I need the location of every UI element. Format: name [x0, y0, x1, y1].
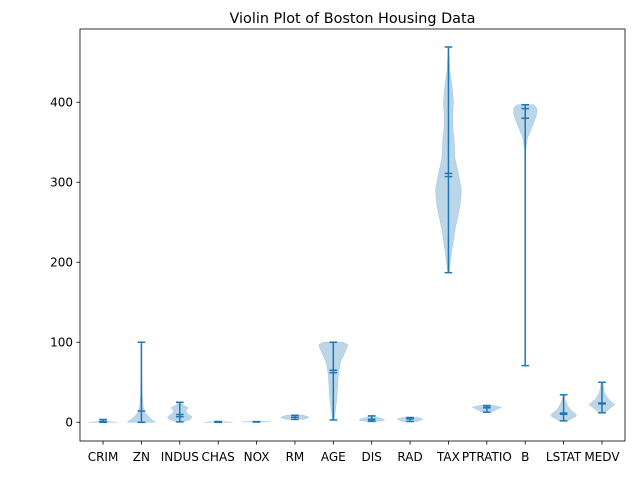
violin-bodies [88, 46, 616, 423]
x-tick-label-age: AGE [321, 450, 346, 464]
x-tick-label-zn: ZN [133, 450, 150, 464]
x-axis-ticks: CRIM ZN INDUS CHAS NOX RM AGE DIS RAD TAX PTRATIO B… [88, 441, 620, 464]
y-tick-label-0: 0 [65, 415, 73, 429]
x-tick-label-nox: NOX [244, 450, 270, 464]
chart-title: Violin Plot of Boston Housing Data [230, 11, 476, 27]
x-tick-label-rad: RAD [397, 450, 422, 464]
y-tick-label-100: 100 [50, 335, 73, 349]
y-tick-label-200: 200 [50, 255, 73, 269]
x-tick-label-dis: DIS [361, 450, 381, 464]
plot-frame [79, 28, 626, 442]
x-tick-label-ptratio: PTRATIO [462, 450, 512, 464]
y-tick-label-400: 400 [50, 95, 73, 109]
y-axis-ticks: 0 100 200 300 400 [50, 95, 80, 429]
x-tick-label-tax: TAX [436, 450, 460, 464]
x-tick-label-medv: MEDV [584, 450, 620, 464]
x-tick-label-crim: CRIM [88, 450, 119, 464]
violin-stat-lines [99, 46, 606, 424]
x-tick-label-b: B [521, 450, 529, 464]
y-tick-label-300: 300 [50, 175, 73, 189]
x-tick-label-chas: CHAS [202, 450, 235, 464]
x-tick-label-indus: INDUS [161, 450, 199, 464]
x-tick-label-rm: RM [286, 450, 305, 464]
axes-frame [79, 28, 626, 442]
x-tick-label-lstat: LSTAT [546, 450, 582, 464]
